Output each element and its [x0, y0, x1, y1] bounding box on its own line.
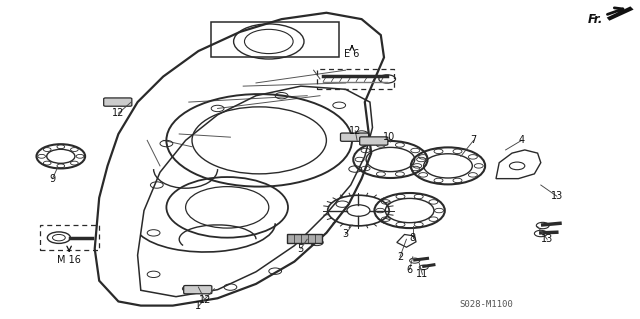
Text: 2: 2: [397, 252, 403, 262]
Text: 9: 9: [49, 174, 56, 184]
Text: 3: 3: [342, 229, 349, 240]
FancyBboxPatch shape: [104, 98, 132, 106]
FancyBboxPatch shape: [340, 133, 369, 141]
Text: 13: 13: [541, 234, 554, 244]
FancyBboxPatch shape: [360, 137, 388, 145]
Polygon shape: [607, 6, 634, 21]
Text: 11: 11: [416, 269, 429, 279]
Text: 12: 12: [349, 126, 362, 136]
Text: 7: 7: [470, 135, 477, 145]
FancyBboxPatch shape: [184, 286, 212, 294]
Text: E 6: E 6: [344, 49, 360, 59]
Text: 10: 10: [383, 132, 396, 142]
Text: 6: 6: [406, 264, 413, 275]
Text: 4: 4: [518, 135, 525, 145]
Text: Fr.: Fr.: [588, 13, 603, 26]
Text: 12: 12: [198, 295, 211, 305]
Bar: [211, 22, 339, 57]
FancyArrowPatch shape: [607, 8, 623, 15]
Text: 12: 12: [112, 108, 125, 118]
Bar: [40, 225, 99, 250]
Text: M 16: M 16: [57, 255, 81, 265]
Text: 5: 5: [298, 244, 304, 254]
Bar: [287, 234, 322, 243]
Bar: [317, 69, 394, 89]
Text: S028-M1100: S028-M1100: [460, 300, 513, 309]
Text: 1: 1: [195, 301, 202, 311]
Text: 8: 8: [410, 233, 416, 243]
Text: 13: 13: [550, 191, 563, 201]
